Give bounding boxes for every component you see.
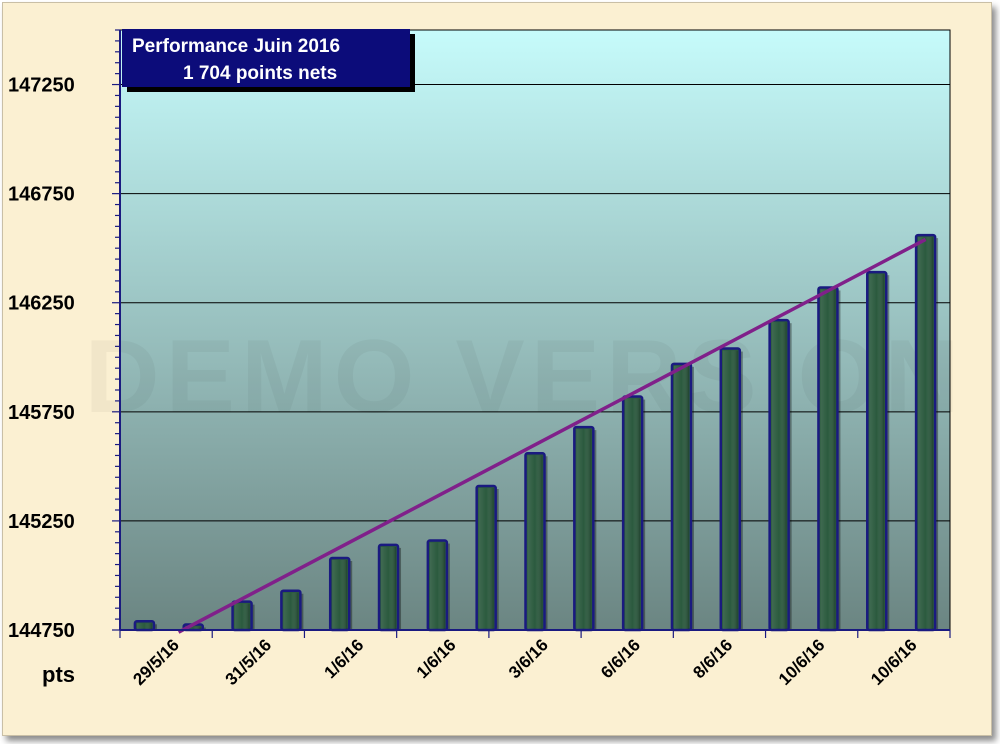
bar-shade [332,560,348,630]
bars [133,233,939,632]
bar-shade [869,274,885,630]
bar-shade [234,603,250,630]
x-tick-label: 10/6/16 [775,635,829,689]
x-tick-label: 31/5/16 [222,635,276,689]
y-tick-label: 146750 [8,184,75,206]
bar-shade [771,322,787,630]
axes [112,29,951,638]
bar-shade [283,592,299,630]
x-tick-label: 3/6/16 [505,635,552,682]
x-tick-label: 10/6/16 [867,635,921,689]
bar-shade [478,488,494,630]
bar-shade [918,237,934,630]
y-tick-label: 147250 [8,75,75,97]
bar-shade [185,626,201,630]
chart-title: Performance Juin 2016 [132,36,340,57]
trendline [177,237,927,634]
y-tick-label: 146250 [8,293,75,315]
bar-shade [136,623,152,630]
bar-shade [673,365,689,630]
y-axis-unit-label: pts [42,662,75,687]
x-tick-label: 6/6/16 [597,635,644,682]
y-tick-label: 145750 [8,402,75,424]
chart-title-box: Performance Juin 2016 1 704 points nets [122,29,415,92]
bar-shade [527,455,543,630]
bar-shade [625,398,641,630]
x-tick-labels: 29/5/16 31/5/16 1/6/16 1/6/16 3/6/16 6/6/16 8/… [129,635,920,689]
x-tick-label: 1/6/16 [413,635,460,682]
x-tick-label: 8/6/16 [689,635,736,682]
title-box-background [122,29,410,87]
x-tick-label: 1/6/16 [321,635,368,682]
y-tick-label: 144750 [8,620,75,642]
y-tick-label: 145250 [8,511,75,533]
bar-shade [722,350,738,630]
bar-shade [429,542,445,630]
x-tick-label: 29/5/16 [129,635,183,689]
bar-shade [381,546,397,630]
chart-subtitle: 1 704 points nets [183,63,337,84]
y-tick-labels: 144750 145250 145750 146250 146750 147250 [8,75,75,642]
bar-shade [820,289,836,630]
bar-shade [576,429,592,630]
